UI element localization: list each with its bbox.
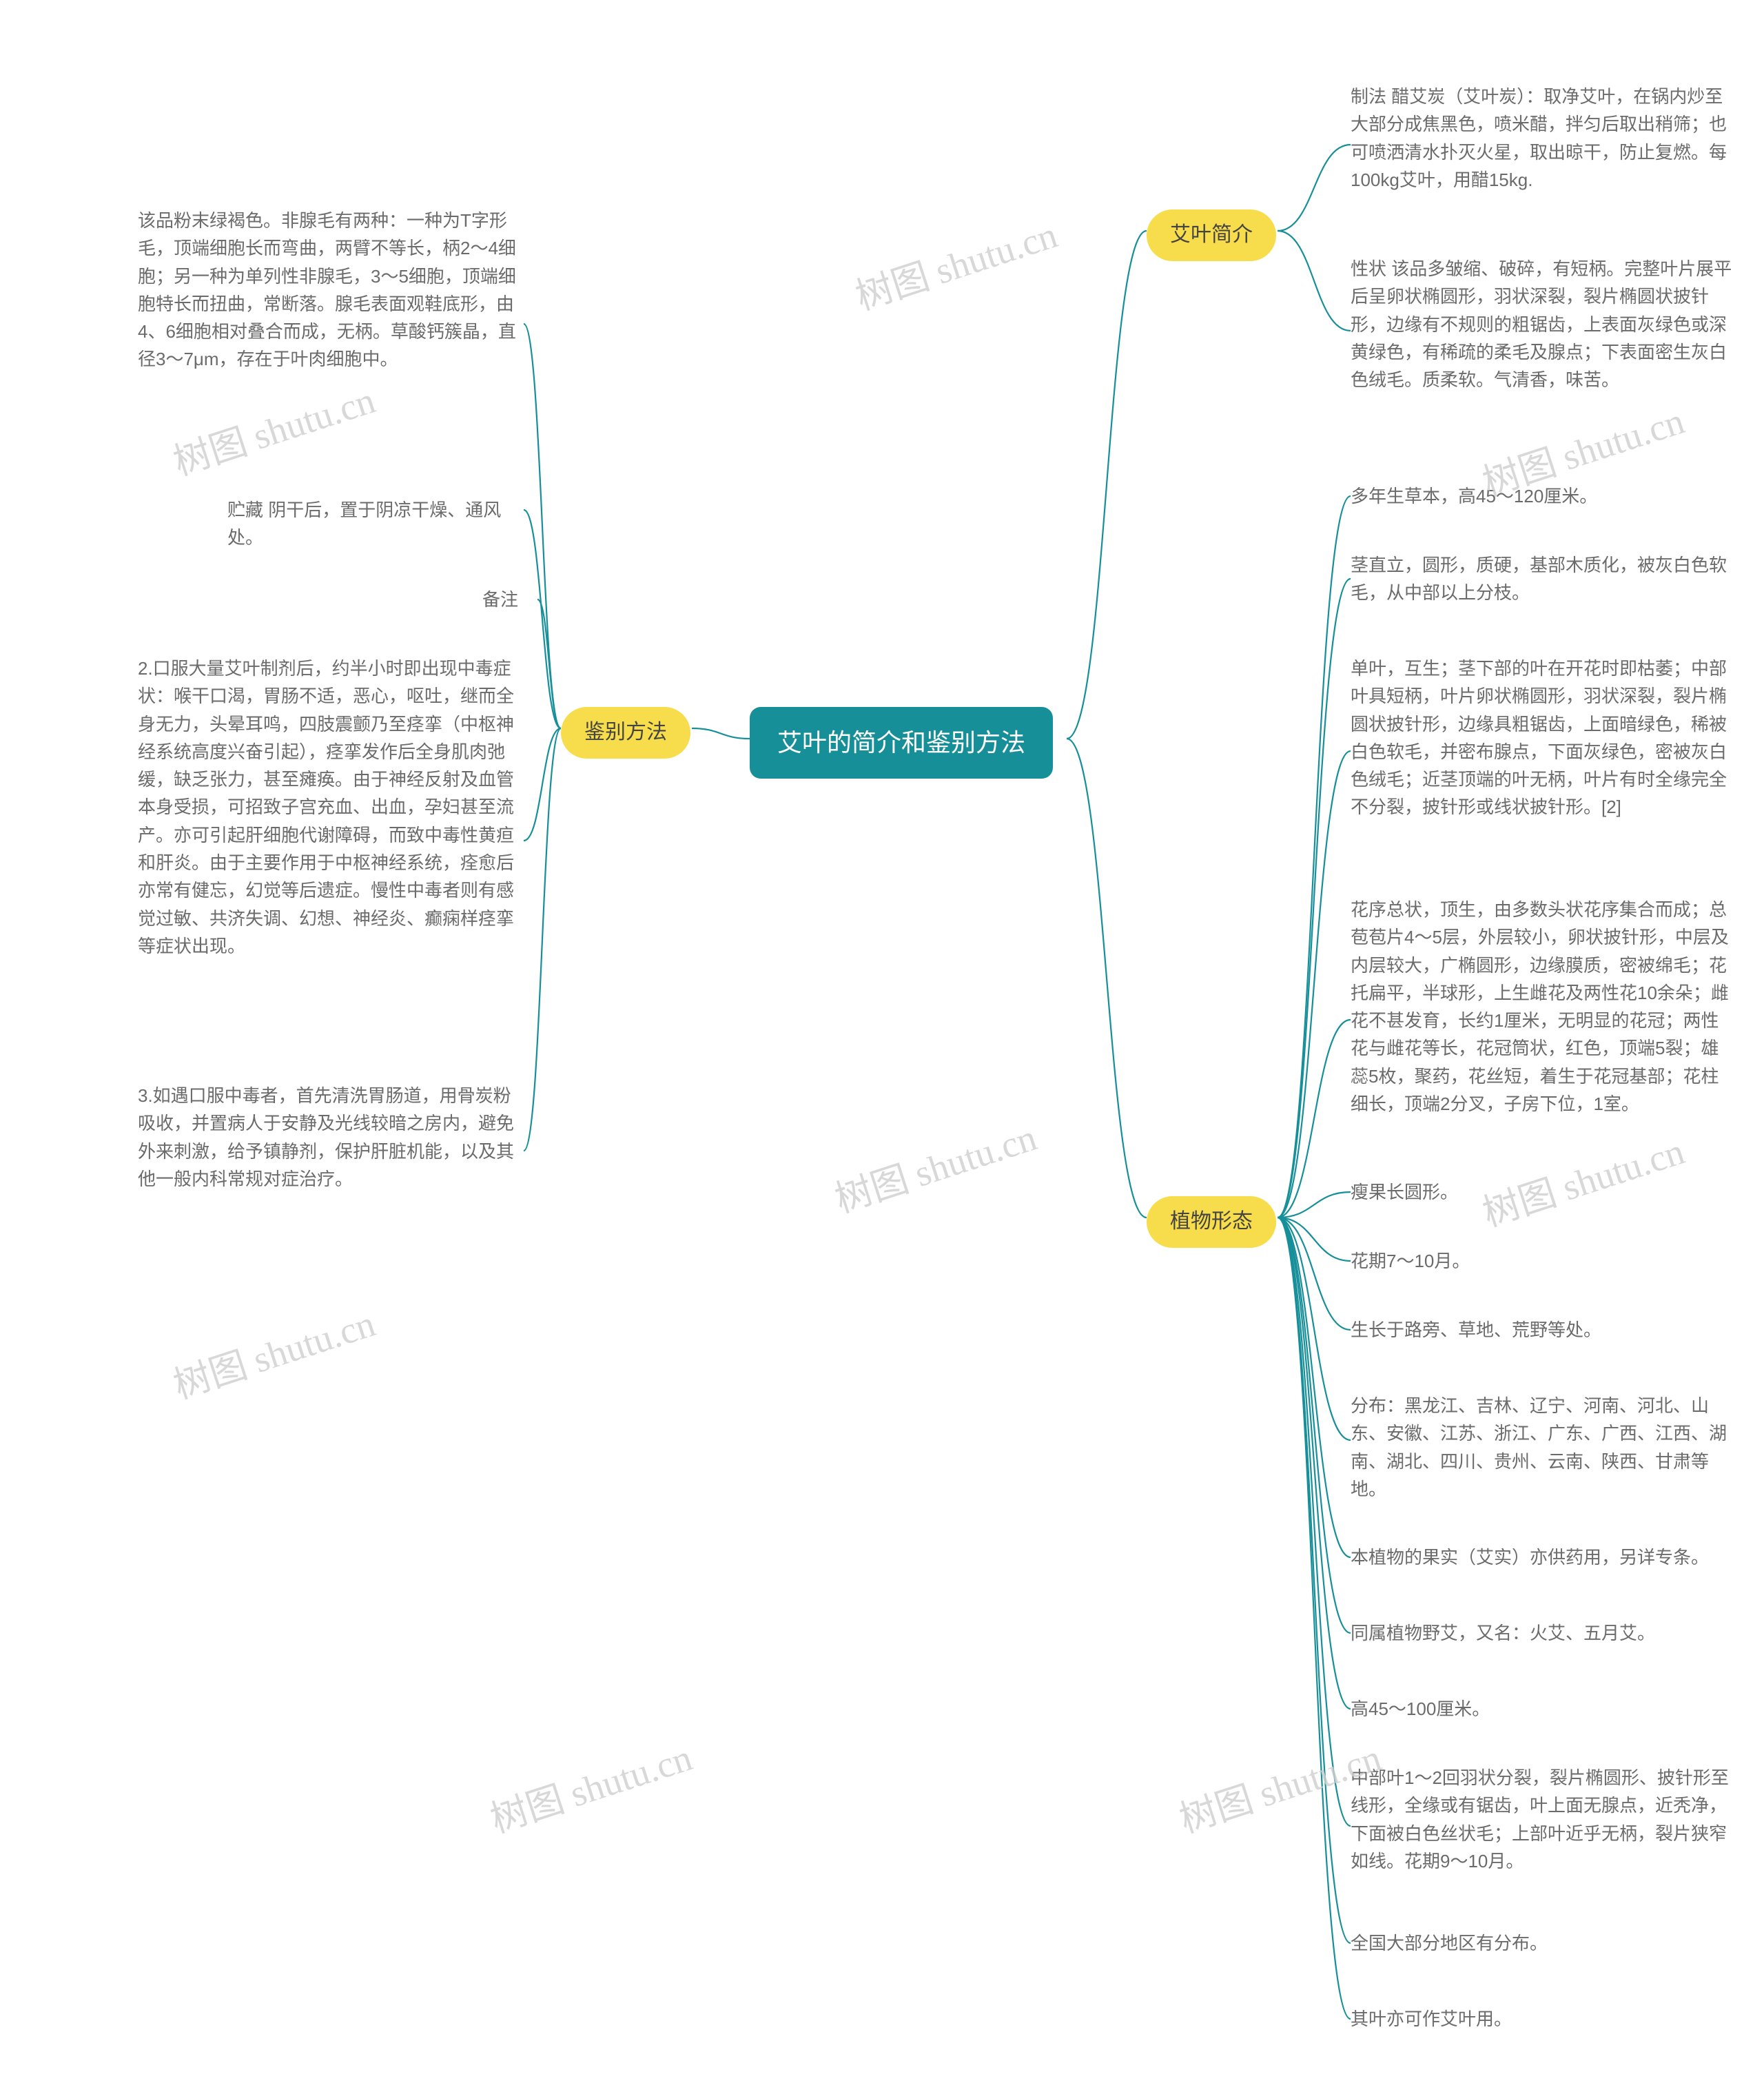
edge — [537, 599, 561, 728]
morph-leaf-5: 花期7～10月。 — [1351, 1247, 1470, 1275]
edge — [1278, 579, 1351, 1218]
method-leaf-0: 该品粉末绿褐色。非腺毛有两种：一种为T字形毛，顶端细胞长而弯曲，两臂不等长，柄2… — [138, 207, 524, 373]
edge — [1278, 1192, 1351, 1218]
edge — [692, 728, 750, 739]
branch-morph[interactable]: 植物形态 — [1147, 1196, 1276, 1248]
edge — [1278, 1218, 1351, 1330]
watermark: 树图 shutu.cn — [1475, 1120, 1690, 1237]
edge — [1067, 739, 1147, 1218]
morph-leaf-13: 其叶亦可作艾叶用。 — [1351, 2005, 1512, 2033]
edge — [1278, 1218, 1351, 1709]
morph-leaf-12: 全国大部分地区有分布。 — [1351, 1929, 1548, 1957]
morph-leaf-4: 瘦果长圆形。 — [1351, 1178, 1458, 1206]
edge — [1278, 1218, 1351, 1261]
edge — [1278, 1218, 1351, 1943]
edge — [524, 728, 561, 1151]
edge — [1278, 496, 1351, 1218]
morph-leaf-8: 本植物的果实（艾实）亦供药用，另详专条。 — [1351, 1543, 1709, 1571]
edge — [1278, 1020, 1351, 1218]
edge — [524, 728, 561, 841]
watermark: 树图 shutu.cn — [482, 1727, 698, 1843]
edge — [1278, 1218, 1351, 2019]
method-leaf-4: 3.如遇口服中毒者，首先清洗胃肠道，用骨炭粉吸收，并置病人于安静及光线较暗之房内… — [138, 1082, 524, 1193]
morph-leaf-1: 茎直立，圆形，质硬，基部木质化，被灰白色软毛，从中部以上分枝。 — [1351, 551, 1736, 607]
edge — [1278, 1218, 1351, 1557]
edge — [524, 510, 561, 728]
edge — [1278, 145, 1351, 231]
edge — [1067, 231, 1147, 739]
intro-leaf-1: 性状 该品多皱缩、破碎，有短柄。完整叶片展平后呈卵状椭圆形，羽状深裂，裂片椭圆状… — [1351, 255, 1736, 393]
edge — [1278, 1218, 1351, 1633]
morph-leaf-11: 中部叶1～2回羽状分裂，裂片椭圆形、披针形至线形，全缘或有锯齿，叶上面无腺点，近… — [1351, 1764, 1736, 1875]
morph-leaf-9: 同属植物野艾，又名：火艾、五月艾。 — [1351, 1619, 1655, 1647]
morph-leaf-3: 花序总状，顶生，由多数头状花序集合而成；总苞苞片4～5层，外层较小，卵状披针形，… — [1351, 896, 1736, 1118]
method-leaf-1: 贮藏 阴干后，置于阴凉干燥、通风处。 — [227, 496, 524, 552]
edge — [524, 324, 561, 728]
intro-leaf-0: 制法 醋艾炭（艾叶炭）：取净艾叶，在锅内炒至大部分成焦黑色，喷米醋，拌匀后取出稍… — [1351, 83, 1736, 194]
watermark: 树图 shutu.cn — [165, 1293, 381, 1409]
method-leaf-2: 备注 — [482, 586, 518, 613]
branch-intro[interactable]: 艾叶简介 — [1147, 209, 1276, 261]
edge — [1278, 1218, 1351, 1440]
edge — [1278, 751, 1351, 1218]
edge — [1278, 231, 1351, 331]
root-node[interactable]: 艾叶的简介和鉴别方法 — [750, 707, 1053, 779]
morph-leaf-2: 单叶，互生；茎下部的叶在开花时即枯萎；中部叶具短柄，叶片卵状椭圆形，羽状深裂，裂… — [1351, 655, 1736, 821]
watermark: 树图 shutu.cn — [165, 369, 381, 486]
watermark: 树图 shutu.cn — [827, 1107, 1043, 1223]
edge — [1278, 1218, 1351, 1826]
morph-leaf-7: 分布：黑龙江、吉林、辽宁、河南、河北、山东、安徽、江苏、浙江、广东、广西、江西、… — [1351, 1392, 1736, 1503]
morph-leaf-10: 高45～100厘米。 — [1351, 1695, 1490, 1723]
morph-leaf-6: 生长于路旁、草地、荒野等处。 — [1351, 1316, 1601, 1344]
morph-leaf-0: 多年生草本，高45～120厘米。 — [1351, 482, 1597, 510]
watermark: 树图 shutu.cn — [848, 204, 1063, 320]
branch-method[interactable]: 鉴别方法 — [561, 707, 690, 759]
method-leaf-3: 2.口服大量艾叶制剂后，约半小时即出现中毒症状：喉干口渴，胃肠不适，恶心，呕吐，… — [138, 655, 524, 960]
